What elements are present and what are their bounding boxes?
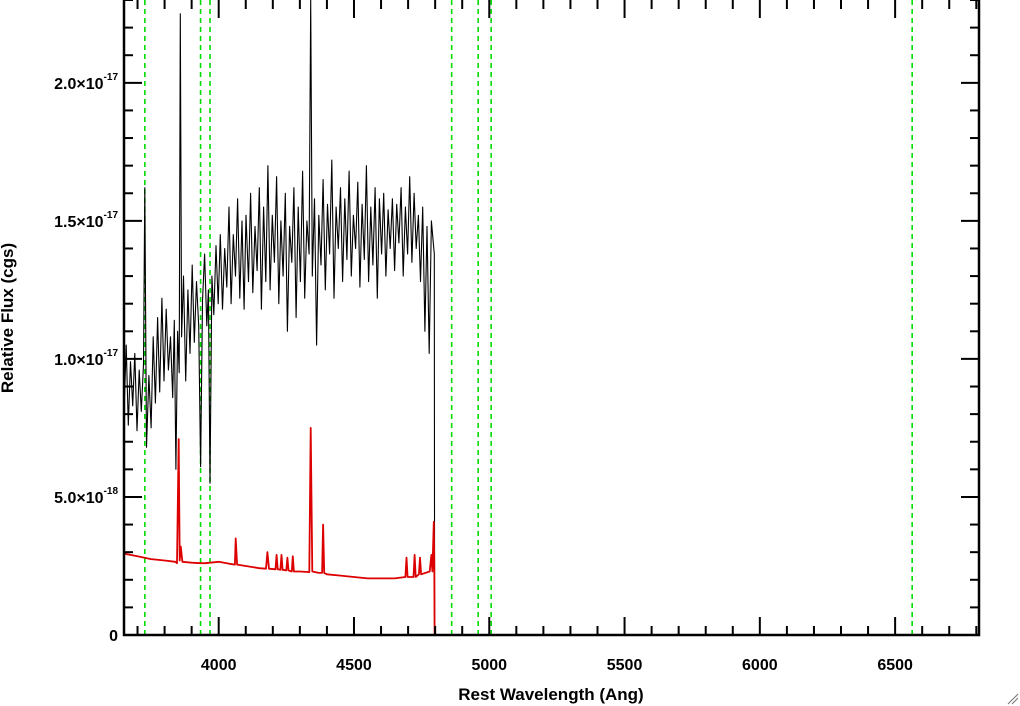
x-tick-label: 4500	[336, 657, 372, 674]
y-tick-label: 1.0×10-17	[54, 348, 118, 369]
series-line-1	[123, 427, 979, 636]
x-tick-label: 5000	[471, 657, 507, 674]
series-layer	[123, 0, 979, 636]
y-tick-label: 5.0×10-18	[54, 486, 118, 507]
x-tick-label: 6500	[877, 657, 913, 674]
y-axis-title: Relative Flux (cgs)	[0, 243, 17, 393]
x-tick-labels: 4000 4500 5000 5500 6000 6500	[201, 657, 913, 674]
y-tick-label: 0	[109, 628, 118, 645]
x-tick-label: 4000	[201, 657, 237, 674]
x-axis-title: Rest Wavelength (Ang)	[458, 685, 643, 704]
y-tick-label: 1.5×10-17	[54, 210, 118, 231]
x-tick-label: 5500	[607, 657, 643, 674]
resize-grip-icon[interactable]	[1007, 693, 1019, 705]
y-tick-labels: 0 5.0×10-18 1.0×10-17 1.5×10-17 2.0×10-17	[54, 72, 118, 645]
reference-lines	[144, 0, 913, 635]
x-tick-label: 6000	[742, 657, 778, 674]
series-line-0	[123, 0, 979, 636]
plot-frame	[122, 0, 981, 637]
axis-ticks	[124, 0, 979, 636]
y-tick-label: 2.0×10-17	[54, 72, 118, 93]
